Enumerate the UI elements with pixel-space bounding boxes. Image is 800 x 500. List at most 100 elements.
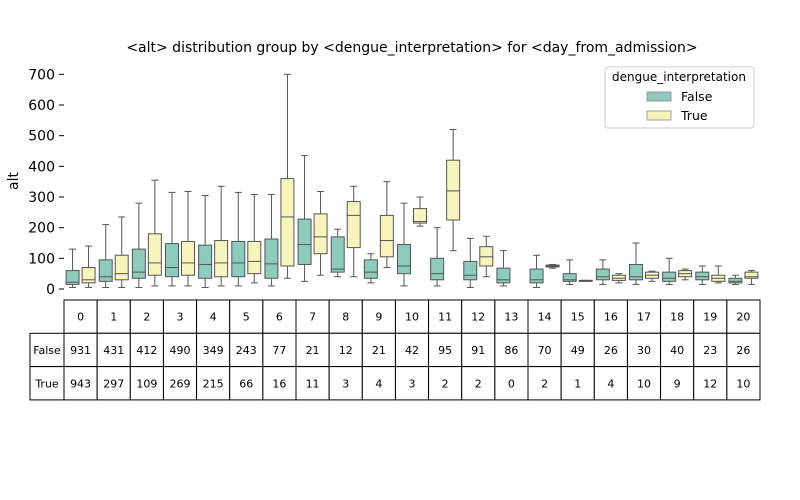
table-cell-value: 9 [674,377,681,390]
table-cell-value: 86 [504,344,518,357]
table-cell [660,332,695,368]
box-iqr [529,268,544,284]
box-false-15 [562,259,577,285]
table-col-label: 5 [243,311,250,324]
table-cell-value: 109 [136,377,157,390]
table-header-cell [63,299,98,334]
table-cell-value: 42 [405,344,419,357]
box-false-5 [231,191,246,287]
box-iqr [629,263,643,281]
y-tick-label: 300 [28,190,55,206]
table-cell-value: 91 [471,344,485,357]
table-cell-value: 77 [272,344,286,357]
table-cell-value: 349 [203,344,224,357]
table-row-label-cell [29,366,65,401]
table-col-label: 19 [703,311,717,324]
table-header-cell [129,299,164,334]
table-cell [96,366,131,401]
table-cell [196,332,231,368]
box-true-0 [81,245,96,288]
box-true-20 [744,270,759,285]
table-header-cell [328,299,363,334]
table-cell-value: 23 [703,344,717,357]
legend-label-true: True [680,108,708,123]
box-iqr [147,233,162,276]
table-cell-value: 26 [604,344,618,357]
table-col-label: 8 [342,311,349,324]
box-true-2 [147,179,162,287]
y-axis-label: alt [6,172,22,190]
table-cell [494,332,529,368]
y-tick-label: 700 [28,67,55,83]
box-iqr [231,240,246,278]
box-true-5 [247,194,262,284]
table-header-cell [660,299,695,334]
y-tick-label: 600 [28,98,55,114]
legend: dengue_interpretation False True [604,66,755,129]
table-col-label: 15 [571,311,585,324]
box-false-16 [595,259,610,285]
box-iqr [65,270,80,285]
table-col-label: 4 [210,311,217,324]
table-cell-value: 11 [306,377,320,390]
box-iqr [330,236,345,273]
table-row-label: False [33,344,61,357]
table-row-label-cell [29,332,65,368]
table-cell-value: 95 [438,344,452,357]
table-col-label: 16 [604,311,618,324]
box-true-14 [545,263,560,269]
y-tick-label: 0 [46,282,55,298]
box-false-17 [629,242,643,285]
table-cell [693,332,728,368]
table-header-cell [726,299,761,334]
table-cell [63,332,98,368]
box-iqr [430,257,445,281]
box-false-14 [529,254,544,288]
table-cell [129,332,164,368]
table-cell [593,366,628,401]
box-iqr [131,248,146,279]
box-false-2 [131,202,146,288]
box-iqr [562,273,577,282]
box-iqr [313,213,328,255]
box-true-17 [645,270,659,282]
box-iqr [363,259,378,279]
table-cell [626,332,662,368]
y-tick-label: 500 [28,129,55,145]
y-tick-label: 400 [28,159,55,175]
table-cell-value: 4 [607,377,614,390]
box-true-19 [711,265,726,284]
table-cell [626,366,662,401]
table-cell-value: 931 [70,344,91,357]
box-false-9 [363,253,378,284]
table-cell [494,366,529,401]
box-plots [65,73,759,288]
table-col-label: 7 [309,311,316,324]
table-cell-value: 2 [475,377,482,390]
box-iqr [463,260,478,281]
table-header-cell [461,299,496,334]
table-col-label: 1 [110,311,117,324]
box-iqr [98,259,113,282]
table-cell-value: 297 [103,377,124,390]
table-col-label: 13 [504,311,518,324]
table-cell-value: 215 [203,377,224,390]
box-false-1 [98,224,113,288]
table-header-cell [527,299,562,334]
box-true-4 [214,185,229,287]
table-cell [726,332,761,368]
table-header-cell [428,299,463,334]
box-true-9 [379,181,394,269]
table-cell-value: 1 [574,377,581,390]
table-cell-value: 3 [342,377,349,390]
table-cell [328,332,363,368]
table-cell-value: 12 [339,344,353,357]
table-col-label: 17 [637,311,651,324]
box-true-8 [346,185,361,278]
table-cell-value: 10 [637,377,651,390]
table-cell-value: 943 [70,377,91,390]
box-iqr [81,267,96,284]
table-col-label: 0 [77,311,84,324]
